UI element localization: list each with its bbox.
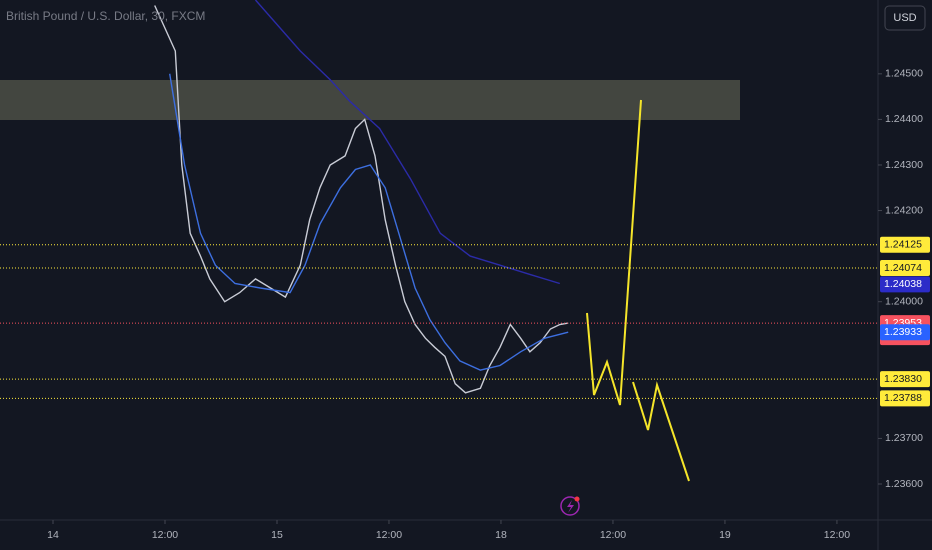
x-tick-label: 12:00 [600,529,626,541]
supply-zone [0,80,740,120]
price-line [169,73,569,371]
price-tag [880,324,930,341]
y-tick-label: 1.24000 [885,295,923,307]
y-tick-label: 1.24200 [885,204,923,216]
level-label: 1.23788 [884,392,922,404]
x-tick-label: 12:00 [376,529,402,541]
price-tag-label: 1.24038 [884,278,922,290]
price-tag [880,276,930,293]
level-tag [880,371,930,388]
projection-line [586,99,642,406]
x-tick-label: 14 [47,529,59,541]
icon-circle[interactable] [560,496,580,516]
y-tick-label: 1.24500 [885,68,923,80]
x-tick-label: 15 [271,529,283,541]
x-tick-label: 12:00 [824,529,850,541]
icon-dot[interactable] [574,496,580,502]
y-tick-label: 1.24400 [885,113,923,125]
level-label: 1.24125 [884,239,922,251]
projection-line [632,381,690,482]
price-tag-label: 1.23933 [884,326,922,338]
currency-button[interactable] [884,5,926,31]
y-tick-label: 1.23700 [885,432,923,444]
x-tick-label: 18 [495,529,507,541]
level-tag [880,259,930,276]
x-tick-label: 19 [719,529,731,541]
price-line [154,5,569,394]
level-label: 1.23830 [884,373,922,385]
y-tick-label: 1.23600 [885,478,923,490]
icon-bolt[interactable] [567,500,574,513]
alert-icon[interactable] [560,496,580,516]
plot-area [154,0,569,394]
symbol-title: British Pound / U.S. Dollar, 30, FXCM [6,9,205,23]
currency-label[interactable]: USD [893,12,916,24]
price-line [254,0,561,285]
level-label: 1.24074 [884,262,922,274]
x-tick-label: 12:00 [152,529,178,541]
y-tick-label: 1.24300 [885,159,923,171]
level-tag [880,390,930,407]
level-tag [880,236,930,253]
